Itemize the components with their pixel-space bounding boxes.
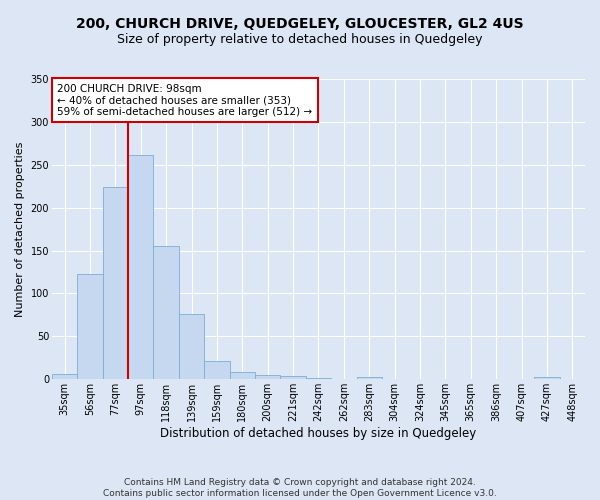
Bar <box>128 154 154 380</box>
Text: Contains HM Land Registry data © Crown copyright and database right 2024.
Contai: Contains HM Land Registry data © Crown c… <box>103 478 497 498</box>
Text: 200, CHURCH DRIVE, QUEDGELEY, GLOUCESTER, GL2 4US: 200, CHURCH DRIVE, QUEDGELEY, GLOUCESTER… <box>76 18 524 32</box>
Bar <box>230 372 255 380</box>
Bar <box>77 274 103 380</box>
X-axis label: Distribution of detached houses by size in Quedgeley: Distribution of detached houses by size … <box>160 427 476 440</box>
Bar <box>255 375 280 380</box>
Bar <box>103 187 128 380</box>
Bar <box>179 314 204 380</box>
Bar <box>534 376 560 380</box>
Text: Size of property relative to detached houses in Quedgeley: Size of property relative to detached ho… <box>117 32 483 46</box>
Bar <box>52 374 77 380</box>
Bar <box>306 378 331 380</box>
Bar <box>280 376 306 380</box>
Bar <box>356 376 382 380</box>
Text: 200 CHURCH DRIVE: 98sqm
← 40% of detached houses are smaller (353)
59% of semi-d: 200 CHURCH DRIVE: 98sqm ← 40% of detache… <box>57 84 313 116</box>
Bar <box>154 246 179 380</box>
Bar <box>204 362 230 380</box>
Y-axis label: Number of detached properties: Number of detached properties <box>15 142 25 317</box>
